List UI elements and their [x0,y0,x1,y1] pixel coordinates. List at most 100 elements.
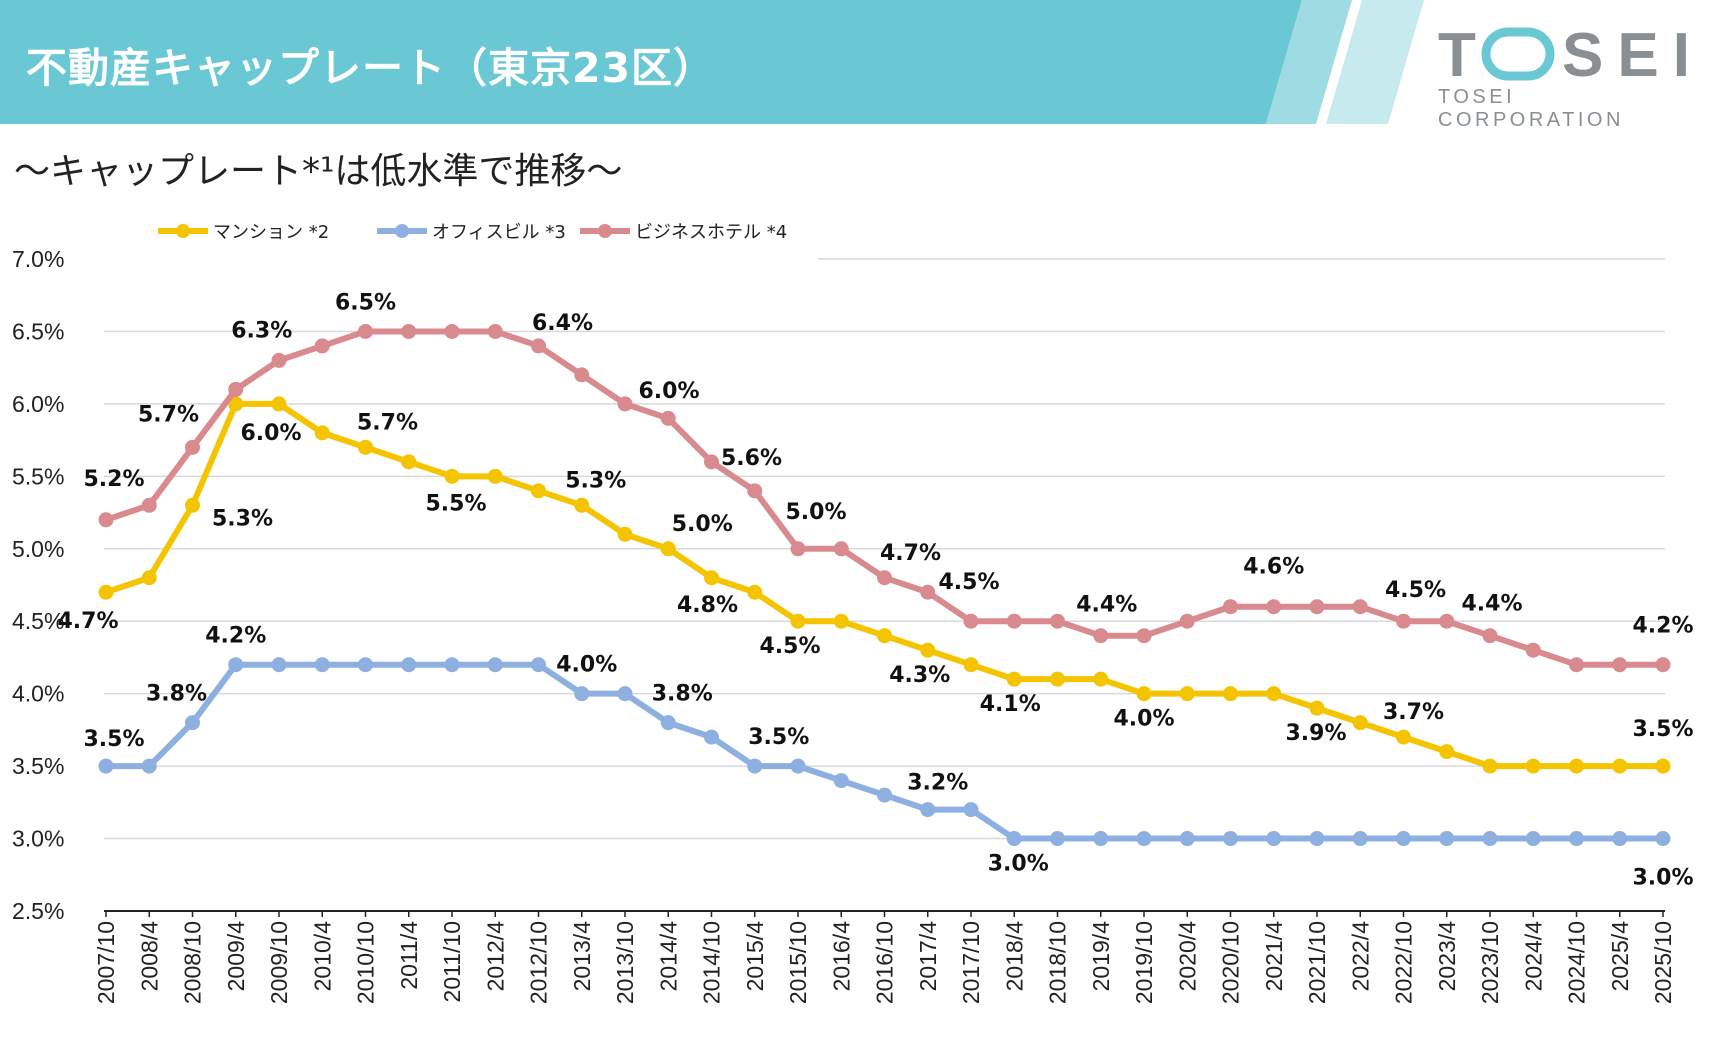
data-point-marker [660,410,676,426]
data-point-marker [401,454,417,470]
data-point-marker [1050,831,1065,847]
data-label: 3.8% [652,682,713,707]
data-point-marker [1352,715,1368,731]
data-point-marker [1136,686,1152,702]
data-point-marker [1093,671,1109,687]
data-point-marker [314,425,330,441]
data-point-marker [1655,758,1671,774]
page-title: 不動産キャップレート（東京23区） [26,44,716,92]
data-point-marker [1136,628,1152,644]
data-point-marker [1396,831,1411,847]
x-tick-label: 2013/4 [569,921,595,992]
header-bar-main [0,0,1302,124]
data-point-marker [228,381,244,397]
tosei-logo-mark: T SEI [1438,21,1700,90]
x-tick-label: 2008/4 [136,921,162,992]
data-point-marker [660,541,676,557]
legend-entry: オフィスビル *3 [432,222,566,243]
y-tick-label: 2.5% [12,898,64,924]
data-point-marker [877,570,892,586]
data-point-marker [228,396,244,412]
data-point-marker [1266,599,1282,615]
data-point-marker [531,338,546,354]
header-bar-shape [0,0,1424,124]
data-point-marker [1006,831,1022,847]
data-label: 4.8% [677,593,738,618]
data-point-marker [98,584,114,600]
data-point-marker [358,657,373,673]
x-tick-label: 2022/10 [1391,921,1417,1004]
data-label: 5.0% [785,500,846,525]
data-label: 4.5% [1385,578,1446,603]
data-point-marker [1006,613,1022,629]
data-point-marker [531,657,546,673]
x-tick-label: 2014/10 [699,921,725,1004]
x-tick-label: 2018/4 [1001,921,1027,992]
data-point-marker [1179,831,1195,847]
data-point-marker [1612,831,1628,847]
data-point-marker [1525,642,1541,658]
data-point-marker [271,352,287,368]
data-label: 5.3% [565,468,626,493]
data-label: 4.6% [1243,555,1304,580]
data-label: 3.9% [1285,721,1346,746]
data-point-marker [1482,628,1498,644]
data-point-marker [1569,831,1584,847]
data-point-marker [531,483,546,499]
data-label: 4.2% [1632,614,1693,639]
x-tick-label: 2019/10 [1131,921,1157,1004]
data-point-marker [1309,831,1325,847]
data-label: 4.5% [938,570,999,595]
x-tick-label: 2020/4 [1174,921,1200,992]
x-tick-label: 2011/10 [439,921,465,1002]
data-label: 5.2% [83,467,144,492]
data-point-marker [790,541,806,557]
data-point-marker [487,323,503,339]
data-point-marker [314,338,330,354]
y-tick-label: 3.5% [12,753,64,779]
data-label: 5.7% [138,402,199,427]
data-label: 4.5% [759,634,820,659]
data-label: 3.5% [83,727,144,752]
data-point-marker [1439,831,1455,847]
y-tick-label: 5.0% [12,536,64,562]
data-point-marker [833,613,849,629]
data-point-marker [617,686,633,702]
data-point-marker [1223,599,1238,615]
header-bar-stripe-1 [1266,0,1352,124]
data-point-marker [1179,613,1195,629]
data-point-marker [1482,831,1498,847]
data-label: 6.3% [231,318,292,343]
y-tick-label: 7.0% [12,246,64,272]
data-point-marker [704,570,719,586]
data-label: 5.0% [672,512,733,537]
svg-text:SEI: SEI [1562,21,1700,90]
data-point-marker [271,396,287,412]
data-point-marker [1655,831,1671,847]
legend-swatch-marker [176,224,190,238]
data-point-marker [1050,613,1065,629]
data-point-marker [747,584,763,600]
x-tick-label: 2010/10 [353,921,379,1004]
data-point-marker [271,657,287,673]
data-label: 3.5% [1632,717,1693,742]
data-label: 5.5% [425,491,486,516]
x-tick-label: 2025/4 [1607,921,1633,992]
data-label: 4.2% [205,624,266,649]
data-point-marker [1223,686,1238,702]
x-tick-label: 2021/10 [1304,921,1330,1004]
x-tick-label: 2009/10 [266,921,292,1004]
data-point-marker [1352,599,1368,615]
data-label: 6.0% [240,421,301,446]
x-tick-label: 2016/10 [872,921,898,1004]
data-point-marker [401,323,417,339]
legend-swatch-marker [395,224,409,238]
header-banner: 不動産キャップレート（東京23区） T SEI TOSEI CORPORATIO… [0,0,1715,131]
data-point-marker [1655,657,1671,673]
y-tick-label: 4.5% [12,608,64,634]
data-point-marker [963,657,979,673]
data-label: 3.8% [146,682,207,707]
data-point-marker [920,802,936,818]
data-point-marker [1309,599,1325,615]
data-label: 6.5% [335,290,396,315]
